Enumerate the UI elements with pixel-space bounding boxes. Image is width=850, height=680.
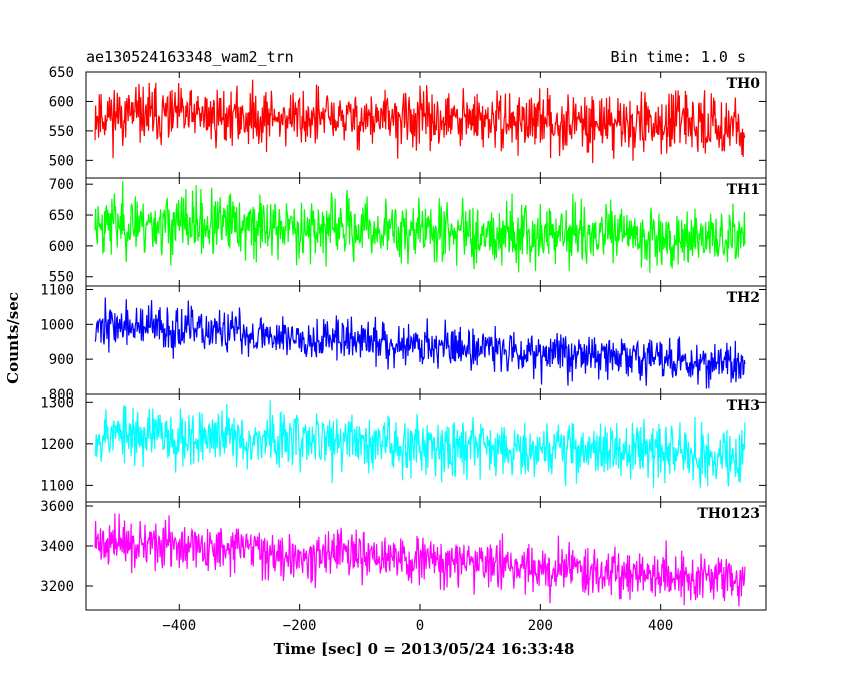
y-tick-label: 800: [49, 387, 74, 403]
x-tick-label: −200: [283, 618, 317, 634]
y-axis-label: Counts/sec: [4, 292, 22, 384]
panel-label-th1: TH1: [727, 182, 760, 198]
y-tick-label: 500: [49, 153, 74, 169]
y-tick-label: 650: [49, 208, 74, 224]
y-tick-label: 600: [49, 94, 74, 110]
panel-label-th3: TH3: [727, 398, 760, 414]
chart-title: ae130524163348_wam2_trn: [86, 48, 294, 66]
y-tick-label: 3200: [40, 579, 74, 595]
panel-label-th2: TH2: [727, 290, 760, 306]
y-tick-label: 1100: [40, 478, 74, 494]
series-line-th2: [94, 297, 746, 389]
series-line-th0: [94, 79, 746, 164]
bin-time-label: Bin time: 1.0 s: [611, 48, 746, 66]
panel-label-th0: TH0: [727, 76, 761, 92]
y-tick-label: 3400: [40, 539, 74, 555]
y-tick-label: 1100: [40, 282, 74, 298]
y-tick-label: 3600: [40, 499, 74, 515]
series-line-th0123: [94, 513, 746, 607]
panel-th0123: TH0123 3200 3400 3600: [40, 499, 767, 611]
panel-frame: [85, 501, 767, 611]
panels-group: TH0 500 550 600 650 TH1 550 600 650 700 TH2 800 900 1…: [40, 65, 767, 634]
y-tick-label: 1000: [40, 317, 74, 333]
x-tick-label: 200: [528, 618, 553, 634]
panel-label-th0123: TH0123: [697, 506, 760, 522]
series-line-th3: [94, 400, 746, 488]
panel-th2: TH2 800 900 1000 1100: [40, 282, 767, 403]
series-line-th1: [94, 181, 746, 273]
panel-th3: TH3 1100 1200 1300: [40, 393, 767, 503]
y-tick-label: 1300: [40, 395, 74, 411]
y-tick-label: 550: [49, 124, 74, 140]
x-tick-label: −400: [162, 618, 196, 634]
y-tick-label: 1200: [40, 437, 74, 453]
y-tick-label: 700: [49, 177, 74, 193]
y-tick-label: 900: [49, 352, 74, 368]
y-tick-label: 550: [49, 270, 74, 286]
panel-th0: TH0 500 550 600 650: [49, 65, 767, 179]
y-tick-label: 650: [49, 65, 74, 81]
x-tick-label: 400: [648, 618, 673, 634]
panel-th1: TH1 550 600 650 700: [49, 177, 767, 287]
y-tick-label: 600: [49, 239, 74, 255]
x-axis-label: Time [sec] 0 = 2013/05/24 16:33:48: [274, 640, 575, 658]
x-tick-label: 0: [416, 618, 424, 634]
